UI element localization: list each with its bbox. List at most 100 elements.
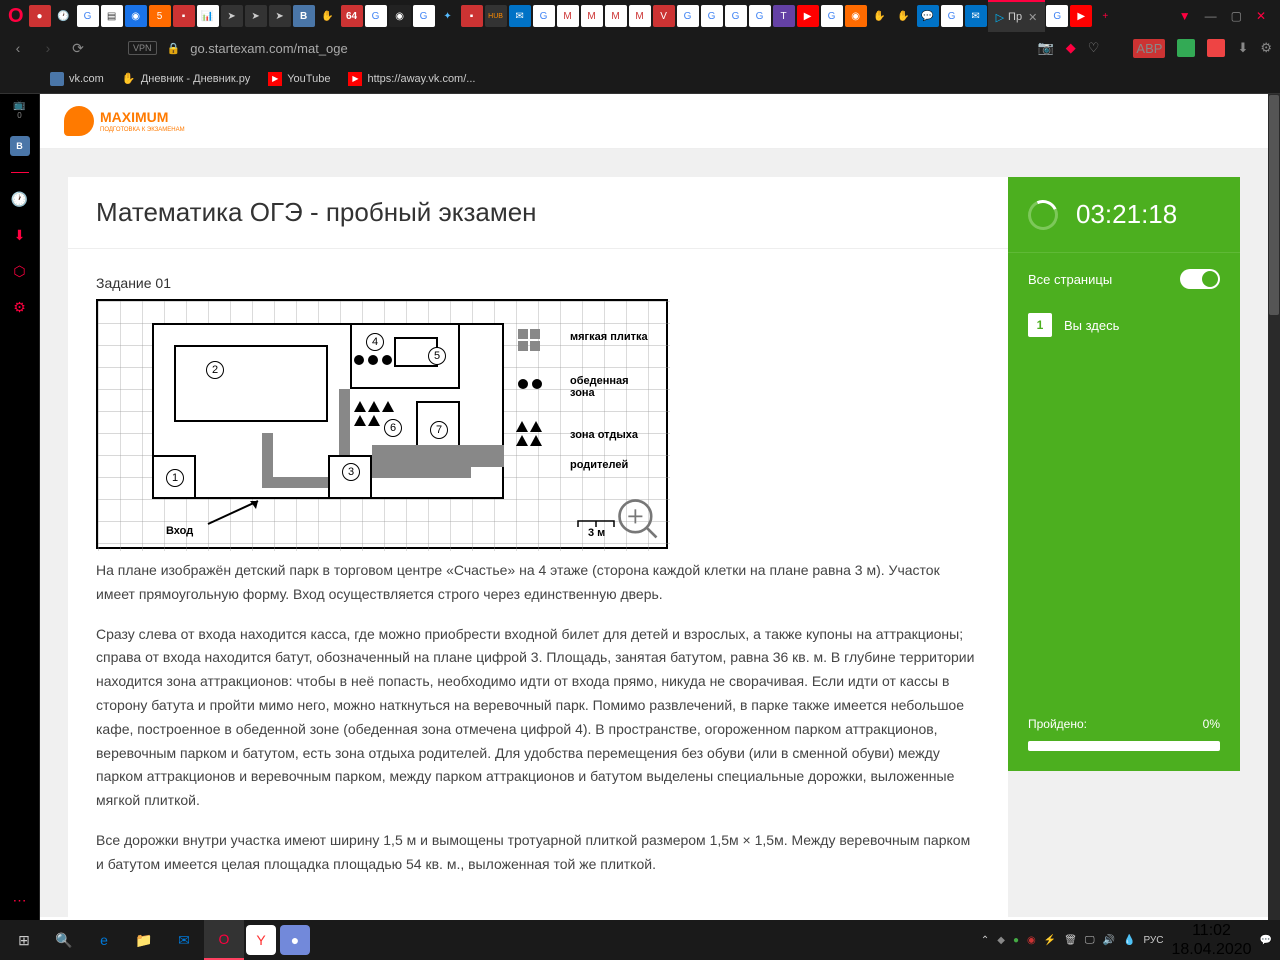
tab-icon[interactable]: G <box>725 5 747 27</box>
tray-icon[interactable]: ◉ <box>1027 935 1036 946</box>
close-window-icon[interactable]: ✕ <box>1256 9 1266 23</box>
easy-setup-icon[interactable]: ⚙ <box>1260 40 1272 56</box>
reload-icon[interactable]: ⟳ <box>68 40 88 57</box>
tab-icon[interactable]: G <box>701 5 723 27</box>
tray-chevron-icon[interactable]: ⌃ <box>981 935 989 946</box>
tab-icon[interactable]: ▤ <box>101 5 123 27</box>
maximize-icon[interactable]: ▢ <box>1231 9 1242 23</box>
vk-sidebar-icon[interactable]: B <box>10 136 30 156</box>
tab-icon[interactable]: ▶ <box>797 5 819 27</box>
tab-icon[interactable]: ✉ <box>965 5 987 27</box>
tab-icon[interactable]: ✦ <box>437 5 459 27</box>
floorplan-diagram[interactable]: 2 1 4 5 6 <box>96 299 668 549</box>
close-tab-icon[interactable]: ✕ <box>1028 11 1037 24</box>
tab-icon[interactable]: ✋ <box>317 5 339 27</box>
tab-icon[interactable]: ✋ <box>893 5 915 27</box>
bookmark-dnevnik[interactable]: ✋ Дневник - Дневник.ру <box>122 72 250 86</box>
all-pages-toggle[interactable] <box>1180 269 1220 289</box>
tray-icon[interactable]: ⚡ <box>1044 935 1056 946</box>
history-icon[interactable]: 🕐 <box>10 189 30 209</box>
notifications-icon[interactable]: 💬 <box>1260 935 1272 946</box>
shield-icon[interactable]: ◆ <box>1066 40 1076 56</box>
heart-icon[interactable]: ♡ <box>1088 40 1100 56</box>
tab-icon[interactable]: ◉ <box>125 5 147 27</box>
tray-icon[interactable]: 🖵 <box>1085 935 1095 946</box>
opera-taskbar-icon[interactable]: O <box>204 920 244 960</box>
tab-icon[interactable]: B <box>293 5 315 27</box>
active-tab[interactable]: ▷ Пр ✕ <box>988 0 1046 32</box>
bookmark-youtube[interactable]: ▶ YouTube <box>268 72 330 86</box>
tab-icon[interactable]: HUB <box>485 5 507 27</box>
vpn-badge[interactable]: VPN <box>128 41 157 55</box>
logo[interactable]: MAXIMUM ПОДГОТОВКА К ЭКЗАМЕНАМ <box>64 106 185 136</box>
ext-icon[interactable] <box>1177 39 1195 57</box>
download-icon[interactable]: ⬇ <box>1237 40 1248 56</box>
tab-icon[interactable]: ● <box>29 5 51 27</box>
scrollbar-thumb[interactable] <box>1269 95 1279 315</box>
tab-icon[interactable]: M <box>605 5 627 27</box>
page-number[interactable]: 1 <box>1028 313 1052 337</box>
tab-icon[interactable]: ▪ <box>461 5 483 27</box>
bookmark-away[interactable]: ▶ https://away.vk.com/... <box>348 72 475 86</box>
yandex-icon[interactable]: Y <box>246 925 276 955</box>
forward-icon[interactable]: › <box>38 40 58 56</box>
tray-icon[interactable]: 🗑 <box>1064 935 1077 946</box>
tab-icon[interactable]: M <box>629 5 651 27</box>
start-icon[interactable]: ⊞ <box>4 920 44 960</box>
minimize-icon[interactable]: — <box>1205 9 1217 23</box>
tray-lang[interactable]: РУС <box>1143 935 1163 946</box>
download-sidebar-icon[interactable]: ⬇ <box>10 225 30 245</box>
zoom-icon[interactable] <box>616 497 660 541</box>
tab-icon[interactable]: ✉ <box>509 5 531 27</box>
abp-icon[interactable]: ABP <box>1133 39 1165 58</box>
camera-icon[interactable]: 📷 <box>1038 40 1054 56</box>
tab-icon[interactable]: ▶ <box>1070 5 1092 27</box>
menu-icon[interactable]: ▼ <box>1179 9 1191 23</box>
tab-icon[interactable]: ◉ <box>845 5 867 27</box>
tab-icon[interactable]: G <box>413 5 435 27</box>
tab-icon[interactable]: 💬 <box>917 5 939 27</box>
tab-icon[interactable]: G <box>77 5 99 27</box>
tab-icon[interactable]: 📊 <box>197 5 219 27</box>
ext-icon[interactable] <box>1207 39 1225 57</box>
tab-icon[interactable]: ➤ <box>221 5 243 27</box>
back-icon[interactable]: ‹ <box>8 40 28 56</box>
tab-icon[interactable]: G <box>1046 5 1068 27</box>
search-icon[interactable]: 🔍 <box>44 920 84 960</box>
tab-icon[interactable]: G <box>941 5 963 27</box>
bookmark-vk[interactable]: vk.com <box>50 72 104 86</box>
vertical-scrollbar[interactable] <box>1268 94 1280 920</box>
mail-icon[interactable]: ✉ <box>164 920 204 960</box>
tab-icon[interactable]: 64 <box>341 5 363 27</box>
tray-icon[interactable]: ◆ <box>997 935 1005 946</box>
explorer-icon[interactable]: 📁 <box>124 920 164 960</box>
cube-icon[interactable]: ⬡ <box>10 261 30 281</box>
tab-icon[interactable]: G <box>821 5 843 27</box>
tab-icon[interactable]: ◉ <box>389 5 411 27</box>
tab-icon[interactable]: ✋ <box>869 5 891 27</box>
tray-icon[interactable]: 💧 <box>1123 935 1135 946</box>
tab-icon[interactable]: ➤ <box>269 5 291 27</box>
twitch-icon[interactable]: 📺0 <box>10 100 30 120</box>
tab-icon[interactable]: G <box>677 5 699 27</box>
edge-icon[interactable]: e <box>84 920 124 960</box>
new-tab-icon[interactable]: + <box>1094 5 1116 27</box>
tray-volume-icon[interactable]: 🔊 <box>1103 935 1115 946</box>
tab-icon[interactable]: T <box>773 5 795 27</box>
tab-icon[interactable]: V <box>653 5 675 27</box>
tab-icon[interactable]: M <box>581 5 603 27</box>
discord-icon[interactable]: ● <box>280 925 310 955</box>
tab-icon[interactable]: 5 <box>149 5 171 27</box>
tab-icon[interactable]: G <box>365 5 387 27</box>
opera-logo-icon[interactable]: O <box>8 5 24 28</box>
gear-icon[interactable]: ⚙ <box>10 297 30 317</box>
tab-icon[interactable]: ➤ <box>245 5 267 27</box>
tray-icon[interactable]: ● <box>1013 935 1019 946</box>
tab-icon[interactable]: 🕐 <box>53 5 75 27</box>
lock-icon[interactable]: 🔒 <box>167 42 181 55</box>
tab-icon[interactable]: G <box>749 5 771 27</box>
more-icon[interactable]: ⋯ <box>10 890 30 910</box>
tab-icon[interactable]: G <box>533 5 555 27</box>
url-text[interactable]: go.startexam.com/mat_oge <box>190 41 1027 56</box>
tab-icon[interactable]: ▪ <box>173 5 195 27</box>
